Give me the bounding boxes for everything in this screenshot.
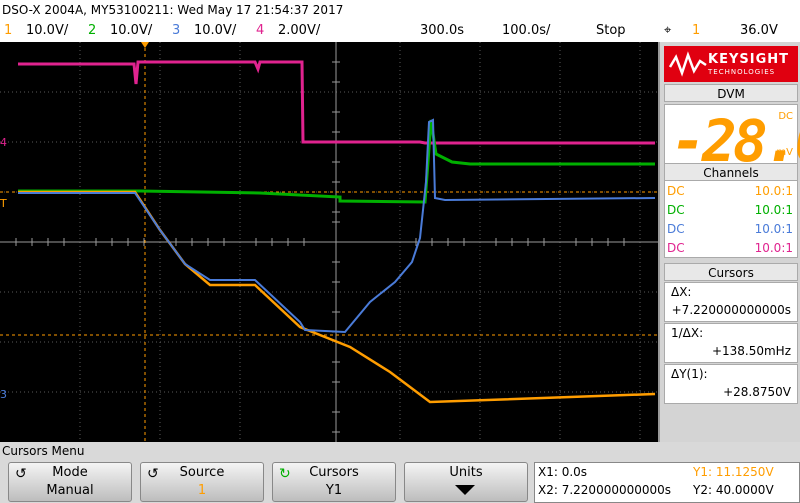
cursor-inv-dx-box: 1/ΔX: +138.50mHz <box>664 323 798 363</box>
ch4-marker: 4 <box>0 136 7 149</box>
waveform-display[interactable]: 4 3 T <box>0 42 658 442</box>
trigger-position-marker <box>141 42 149 48</box>
cursors-softkey[interactable]: ↻ Cursors Y1 <box>272 462 396 502</box>
channel-row-2[interactable]: DC 10.0:1 <box>664 201 798 220</box>
ch4-coupling: DC <box>667 241 685 255</box>
cursors-header: Cursors <box>664 263 798 281</box>
trigger-level-marker: T <box>0 197 7 210</box>
cursor-dx-box: ΔX: +7.220000000000s <box>664 282 798 322</box>
ch1-coupling: DC <box>667 184 685 198</box>
channel-row-3[interactable]: DC 10.0:1 <box>664 220 798 239</box>
trigger-source[interactable]: 1 <box>692 23 701 38</box>
ch2-probe: 10.0:1 <box>754 203 793 217</box>
cursor-readout: X1: 0.0s X2: 7.220000000000s Y1: 11.1250… <box>534 462 800 503</box>
mode-label: Mode <box>52 465 88 480</box>
dvm-unit: mV <box>776 147 793 158</box>
run-state: Stop <box>596 23 626 38</box>
mode-value: Manual <box>46 483 94 498</box>
rotate-knob-icon: ↺ <box>15 466 27 482</box>
ch3-scale[interactable]: 10.0V/ <box>194 23 237 38</box>
ch1-probe: 10.0:1 <box>754 184 793 198</box>
ch2-scale[interactable]: 10.0V/ <box>110 23 153 38</box>
trigger-level[interactable]: 36.0V <box>740 23 778 38</box>
rotate-knob-icon: ↺ <box>147 466 159 482</box>
channel-status-bar: 1 10.0V/ 2 10.0V/ 3 10.0V/ 4 2.00V/ 300.… <box>0 20 800 42</box>
active-knob-icon: ↻ <box>279 466 291 482</box>
timebase-position[interactable]: 300.0s <box>420 23 464 38</box>
cursors-label: Cursors <box>309 465 359 480</box>
dvm-coupling: DC <box>778 111 793 122</box>
units-label: Units <box>449 465 483 480</box>
mode-softkey[interactable]: ↺ Mode Manual <box>8 462 132 502</box>
x1-readout: X1: 0.0s <box>538 465 588 479</box>
ch4-scale[interactable]: 2.00V/ <box>278 23 321 38</box>
source-label: Source <box>179 465 225 480</box>
ch4-probe: 10.0:1 <box>754 241 793 255</box>
logo-name: KEYSIGHT <box>708 52 789 67</box>
timebase-scale[interactable]: 100.0s/ <box>502 23 551 38</box>
y2-readout: Y2: 40.0000V <box>693 483 774 497</box>
logo-subtitle: TECHNOLOGIES <box>708 68 776 76</box>
delta-x-label: ΔX: <box>671 285 692 299</box>
ch2-number[interactable]: 2 <box>88 23 97 38</box>
ch3-coupling: DC <box>667 222 685 236</box>
delta-y-value: +28.8750V <box>723 385 791 399</box>
window-title: DSO-X 2004A, MY53100211: Wed May 17 21:5… <box>2 3 344 17</box>
x2-readout: X2: 7.220000000000s <box>538 483 672 497</box>
ch3-number[interactable]: 3 <box>172 23 181 38</box>
ch3-marker: 3 <box>0 388 7 401</box>
source-value: 1 <box>197 483 207 498</box>
wave-logo-icon <box>668 51 707 77</box>
ch4-number[interactable]: 4 <box>256 23 265 38</box>
cursor-dy-box: ΔY(1): +28.8750V <box>664 364 798 404</box>
source-softkey[interactable]: ↺ Source 1 <box>140 462 264 502</box>
delta-x-value: +7.220000000000s <box>671 303 791 317</box>
trigger-edge-icon: ⌖ <box>664 23 672 38</box>
delta-y-label: ΔY(1): <box>671 367 708 381</box>
ch2-coupling: DC <box>667 203 685 217</box>
units-softkey[interactable]: Units <box>404 462 528 502</box>
channel-row-4[interactable]: DC 10.0:1 <box>664 239 798 258</box>
inverse-delta-x-label: 1/ΔX: <box>671 326 704 340</box>
ch1-number[interactable]: 1 <box>4 23 13 38</box>
side-panel: KEYSIGHT TECHNOLOGIES DVM -28.0 DC mV Ch… <box>658 42 800 442</box>
channels-header: Channels <box>664 163 798 181</box>
channel-row-1[interactable]: DC 10.0:1 <box>664 182 798 201</box>
dvm-header: DVM <box>664 84 798 102</box>
waveform-graticule: 4 3 T <box>0 42 658 442</box>
submenu-arrow-icon <box>455 485 475 495</box>
inverse-delta-x-value: +138.50mHz <box>711 344 791 358</box>
menu-title: Cursors Menu <box>2 444 85 458</box>
y1-readout: Y1: 11.1250V <box>693 465 774 479</box>
ch3-probe: 10.0:1 <box>754 222 793 236</box>
keysight-logo: KEYSIGHT TECHNOLOGIES <box>664 46 798 82</box>
cursors-value: Y1 <box>325 483 343 498</box>
title-bar: DSO-X 2004A, MY53100211: Wed May 17 21:5… <box>0 0 800 20</box>
ch1-scale[interactable]: 10.0V/ <box>26 23 69 38</box>
